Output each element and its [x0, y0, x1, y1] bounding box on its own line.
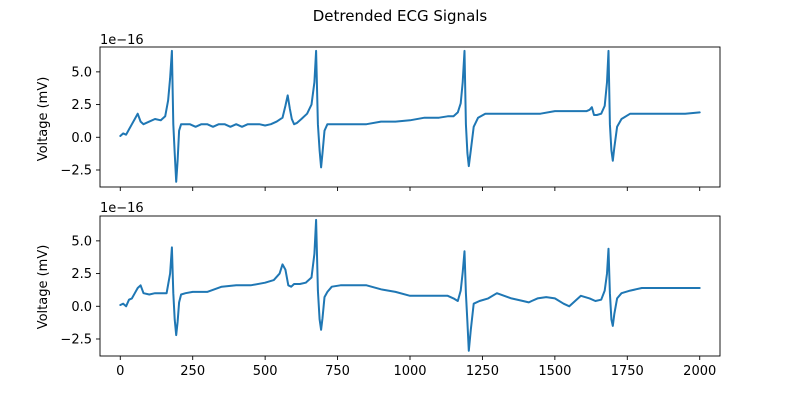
bottom-x-tick-label-3: 750 — [325, 364, 350, 379]
subplot-top: Voltage (mV) 1e−16 −2.5 0.0 2.5 5.0 — [36, 33, 721, 191]
bottom-axes-frame — [99, 215, 721, 357]
subplot-bottom: Voltage (mV) 1e−16 0 250 500 750 1000 1250 150… — [36, 201, 721, 379]
bottom-x-tick-label-6: 1500 — [538, 364, 571, 379]
bottom-ticks: 0 250 500 750 1000 1250 1500 1750 2000 −2.5 0.0 2.5… — [60, 234, 716, 379]
bottom-y-tick-label-1: 0.0 — [71, 300, 92, 315]
top-y-tick-label-1: 0.0 — [71, 131, 92, 146]
bottom-x-tick-label-8: 2000 — [683, 364, 716, 379]
bottom-offset-text: 1e−16 — [100, 201, 144, 216]
bottom-x-tick-label-4: 1000 — [393, 364, 426, 379]
bottom-x-tick-label-5: 1250 — [466, 364, 499, 379]
top-ticks: −2.5 0.0 2.5 5.0 — [60, 65, 701, 191]
bottom-x-tick-label-2: 500 — [253, 364, 278, 379]
top-y-axis-label: Voltage (mV) — [36, 77, 51, 162]
top-offset-text: 1e−16 — [100, 33, 144, 48]
top-y-tick-label-3: 5.0 — [71, 65, 92, 80]
top-y-tick-label-0: −2.5 — [60, 163, 92, 178]
bottom-y-tick-label-0: −2.5 — [60, 332, 92, 347]
top-plot-area — [119, 49, 701, 183]
top-y-tick-label-2: 2.5 — [71, 98, 92, 113]
bottom-plot-area — [119, 218, 701, 352]
bottom-series-line-0 — [119, 218, 701, 352]
figure-title: Detrended ECG Signals — [313, 7, 488, 25]
top-series-line-0 — [119, 49, 701, 183]
top-axes-frame — [99, 46, 721, 188]
bottom-y-tick-label-2: 2.5 — [71, 267, 92, 282]
bottom-x-tick-label-1: 250 — [180, 364, 205, 379]
bottom-y-axis-label: Voltage (mV) — [36, 245, 51, 330]
bottom-x-tick-label-0: 0 — [116, 364, 124, 379]
bottom-y-tick-label-3: 5.0 — [71, 234, 92, 249]
bottom-x-tick-label-7: 1750 — [611, 364, 644, 379]
